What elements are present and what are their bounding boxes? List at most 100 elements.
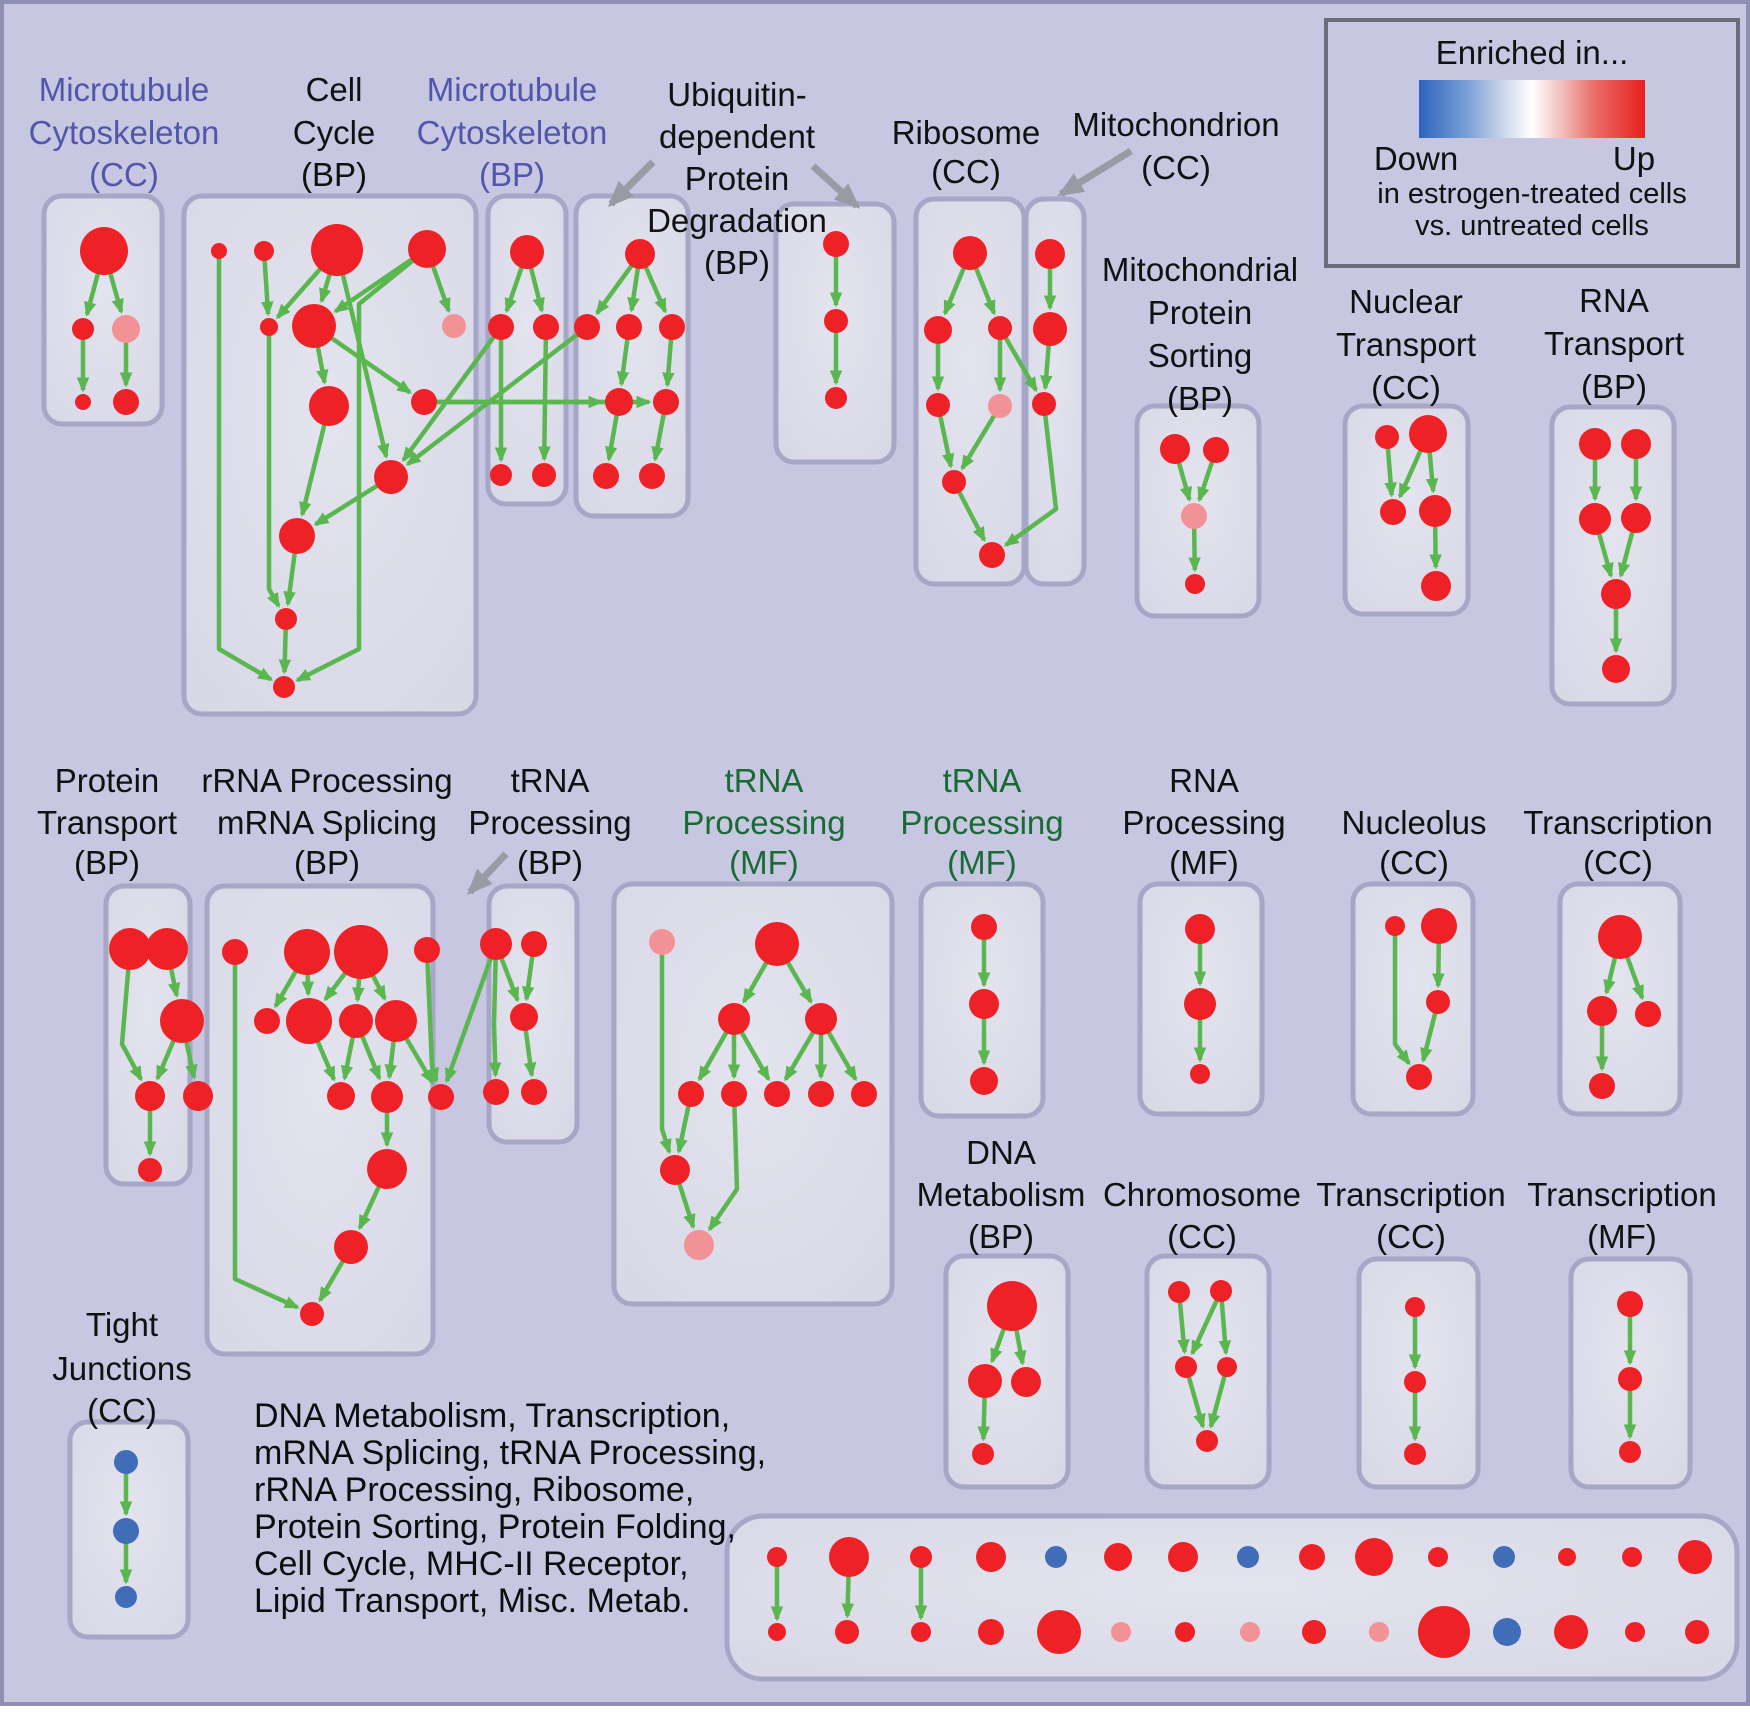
cluster-label-mt-cc-line2: Cytoskeleton <box>29 114 220 151</box>
go-term-node-tf0 <box>649 929 675 955</box>
go-term-node-pt2 <box>146 928 188 970</box>
edge-mc2-mc3 <box>1040 343 1053 391</box>
go-term-node-ch5 <box>1196 1430 1218 1452</box>
cluster-label-ubiquitin-degradation-line4: Degradation <box>647 202 827 239</box>
go-term-node-cc3 <box>311 224 363 276</box>
go-term-node-f5 <box>851 1081 877 1107</box>
cluster-label-cell-cycle-line2: Cycle <box>293 114 376 151</box>
go-term-node-s3 <box>483 1079 509 1105</box>
go-term-node-sb12 <box>1493 1618 1521 1646</box>
go-term-node-ua7 <box>593 463 619 489</box>
edge-cc6-cc8 <box>315 345 329 385</box>
go-term-node-tj1 <box>114 1450 138 1474</box>
go-term-node-mt2 <box>72 318 94 340</box>
go-term-node-tq1 <box>1617 1291 1643 1317</box>
cluster-box-misc-strip <box>724 1513 1740 1682</box>
go-term-node-q1 <box>222 939 248 965</box>
go-term-node-ch3 <box>1175 1356 1197 1378</box>
edge-ua1-ua2 <box>595 263 635 316</box>
go-term-node-cc13 <box>411 389 437 415</box>
pointer-arrow-2 <box>810 163 861 209</box>
go-term-node-ub2 <box>824 309 848 333</box>
go-term-node-mt4 <box>75 394 91 410</box>
cluster-label-nucleolus-cc-line1: Nucleolus <box>1342 804 1487 841</box>
edge-tn2-f3 <box>783 1029 816 1082</box>
cluster-label-protein-transport-line3: (BP) <box>74 844 140 881</box>
go-term-node-ch2 <box>1210 1280 1232 1302</box>
go-term-node-rt1 <box>1579 428 1611 460</box>
go-term-node-rb2 <box>924 316 952 344</box>
go-term-node-nu1 <box>1385 916 1405 936</box>
go-term-node-cc12 <box>273 676 295 698</box>
edge-d1-d3 <box>1013 1328 1027 1366</box>
cluster-label-rna-processing-mf-line2: Processing <box>1122 804 1285 841</box>
go-term-node-rb5 <box>988 394 1012 418</box>
go-term-node-tn1 <box>718 1003 750 1035</box>
cluster-labels-layer: Microtubule Cytoskeleton (CC) Cell Cycle (BP)… <box>29 71 1717 1429</box>
go-term-node-nt2 <box>1409 415 1447 453</box>
go-term-node-rt3 <box>1579 503 1611 535</box>
edge-mt1-mt3 <box>107 271 124 315</box>
go-term-node-tx4 <box>1589 1073 1615 1099</box>
edge-rt3-rt5 <box>1596 531 1614 579</box>
cluster-label-mito-protein-sorting-line2: Protein <box>1148 294 1253 331</box>
footer-note: DNA Metabolism, Transcription, mRNA Splic… <box>254 1398 766 1620</box>
go-term-node-st6 <box>1104 1543 1132 1571</box>
go-term-node-sm <box>510 1003 538 1031</box>
cluster-label-cell-cycle-line1: Cell <box>306 71 363 108</box>
cluster-label-rrna-mrna-line2: mRNA Splicing <box>217 804 437 841</box>
go-term-node-s1 <box>480 928 512 960</box>
edge-s2-sm <box>521 954 535 1002</box>
go-term-node-st15 <box>1678 1540 1712 1574</box>
go-term-node-st11 <box>1428 1547 1448 1567</box>
edge-g1-g2 <box>676 1181 696 1230</box>
go-term-node-mb3 <box>533 314 559 340</box>
edge-tf1-tn1 <box>741 960 770 1004</box>
go-term-node-mc2 <box>1033 312 1067 346</box>
go-term-node-tr1 <box>1405 1297 1425 1317</box>
pointer-arrow-1 <box>607 159 656 208</box>
go-term-node-mb5 <box>532 463 556 487</box>
go-term-node-cc2 <box>254 241 274 261</box>
cluster-box-chromosome-cc <box>1144 1253 1272 1490</box>
cluster-label-mt-cc-line1: Microtubule <box>39 71 210 108</box>
go-term-node-mt1 <box>80 227 128 275</box>
cluster-label-trna-bp-line2: Processing <box>468 804 631 841</box>
cluster-boxes-layer <box>41 193 1740 1682</box>
cluster-label-nuclear-transport-line3: (CC) <box>1371 369 1441 406</box>
cluster-label-tight-junctions-line2: Junctions <box>52 1350 191 1387</box>
edge-rb4-rb6 <box>937 414 955 469</box>
legend-subtitle-line2: vs. untreated cells <box>1415 210 1649 242</box>
legend-up-label: Up <box>1612 140 1656 177</box>
go-term-node-st5 <box>1045 1546 1067 1568</box>
edge-rb1-rb3 <box>973 266 997 316</box>
edge-ch2-ch4 <box>1218 1299 1232 1356</box>
cluster-label-dna-metabolism-line1: DNA <box>966 1134 1036 1171</box>
go-term-node-ms1 <box>1160 434 1190 464</box>
cluster-label-ubiquitin-degradation-line3: Protein <box>685 160 790 197</box>
pointer-arrow-4 <box>467 851 509 896</box>
go-term-node-st3 <box>910 1546 932 1568</box>
edges-layer <box>76 255 1645 1622</box>
go-term-node-nu4 <box>1406 1064 1432 1090</box>
cluster-label-cell-cycle-line3: (BP) <box>301 156 367 193</box>
cluster-label-mito-protein-sorting-line1: Mitochondrial <box>1102 251 1298 288</box>
go-term-node-tj2 <box>113 1518 139 1544</box>
go-term-node-sb11 <box>1418 1606 1470 1658</box>
edge-rb5-rb6 <box>960 413 997 471</box>
cluster-label-tight-junctions-line3: (CC) <box>87 1392 157 1429</box>
go-term-node-cc6 <box>292 304 336 348</box>
cluster-label-trna-bp-line3: (BP) <box>517 844 583 881</box>
go-term-node-h2 <box>969 989 999 1019</box>
edge-cc9-cc10 <box>313 483 380 527</box>
go-term-node-q3 <box>334 925 388 979</box>
edge-q2-q4 <box>273 969 299 1009</box>
edge-q2-q5 <box>301 972 315 997</box>
go-term-node-st13 <box>1558 1548 1576 1566</box>
edge-sm-s4 <box>523 1028 537 1078</box>
go-term-node-rp2 <box>1184 988 1216 1020</box>
go-term-node-sb15 <box>1685 1620 1709 1644</box>
cluster-label-trna-bp-line1: tRNA <box>511 762 590 799</box>
go-term-node-nu3 <box>1426 990 1450 1014</box>
go-term-node-pc1 <box>135 1081 165 1111</box>
